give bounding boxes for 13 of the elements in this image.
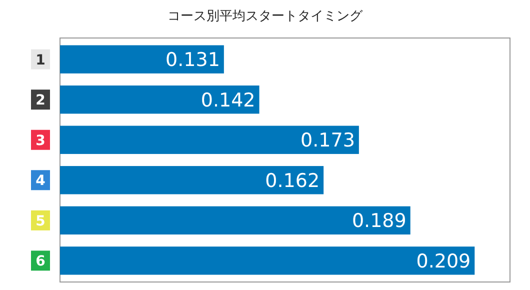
data-label: 0.131: [166, 49, 220, 72]
data-label: 0.142: [200, 89, 256, 112]
data-label: 0.173: [300, 130, 355, 152]
y-tick-label: 1: [36, 52, 46, 68]
y-tick-label: 3: [36, 132, 46, 149]
y-tick-label: 6: [36, 254, 46, 270]
y-tick-label: 2: [36, 92, 46, 109]
data-label: 0.189: [352, 210, 406, 232]
data-label: 0.162: [265, 170, 320, 192]
y-tick-label: 5: [36, 213, 46, 230]
y-tick-label: 4: [36, 173, 46, 190]
data-label: 0.209: [416, 250, 471, 272]
chart-title: コース別平均スタートタイミング: [168, 9, 364, 24]
